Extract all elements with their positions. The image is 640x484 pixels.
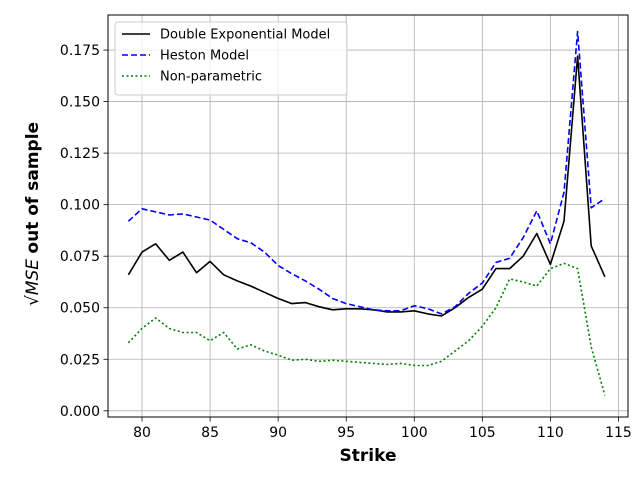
series-group bbox=[127, 30, 606, 396]
y-tick-label: 0.100 bbox=[60, 198, 100, 214]
svg-text:√MSE out of sample: √MSE out of sample bbox=[23, 122, 43, 306]
x-tick-label: 105 bbox=[469, 425, 496, 441]
legend-box bbox=[114, 21, 348, 96]
x-tick-label: 85 bbox=[201, 425, 219, 441]
x-tick-label: 95 bbox=[337, 425, 355, 441]
y-tick-label: 0.150 bbox=[60, 95, 100, 111]
legend-label: Double Exponential Model bbox=[160, 28, 330, 43]
y-tick-label: 0.125 bbox=[60, 146, 100, 162]
legend: Double Exponential Model Heston Model Non-… bbox=[114, 21, 348, 96]
series-line-heston-model bbox=[127, 30, 606, 315]
x-tick-label: 110 bbox=[537, 425, 564, 441]
y-tick-label: 0.075 bbox=[60, 249, 100, 265]
series-line-double-exponential-model bbox=[127, 55, 606, 317]
x-tick-label: 90 bbox=[269, 425, 287, 441]
series-line-non-parametric bbox=[127, 262, 606, 396]
legend-label: Non-parametric bbox=[160, 70, 262, 85]
y-tick-label: 0.175 bbox=[60, 43, 100, 59]
y-axis-label-text: out of sample bbox=[23, 122, 43, 254]
y-axis-label: √MSE out of sample bbox=[23, 122, 43, 306]
y-tick-label: 0.050 bbox=[60, 301, 100, 317]
plot-frame bbox=[107, 14, 629, 418]
x-axis-label: Strike bbox=[340, 446, 397, 466]
ticks: 80 85 90 95 100 105 110 115 0.000 0.025 0.050 0.075… bbox=[60, 43, 632, 441]
x-tick-label: 80 bbox=[133, 425, 151, 441]
y-axis-label-math: √MSE bbox=[23, 259, 43, 306]
x-tick-label: 100 bbox=[401, 425, 428, 441]
x-tick-label: 115 bbox=[605, 425, 632, 441]
y-tick-label: 0.025 bbox=[60, 352, 100, 368]
legend-label: Heston Model bbox=[160, 49, 249, 64]
y-tick-label: 0.000 bbox=[60, 404, 100, 420]
